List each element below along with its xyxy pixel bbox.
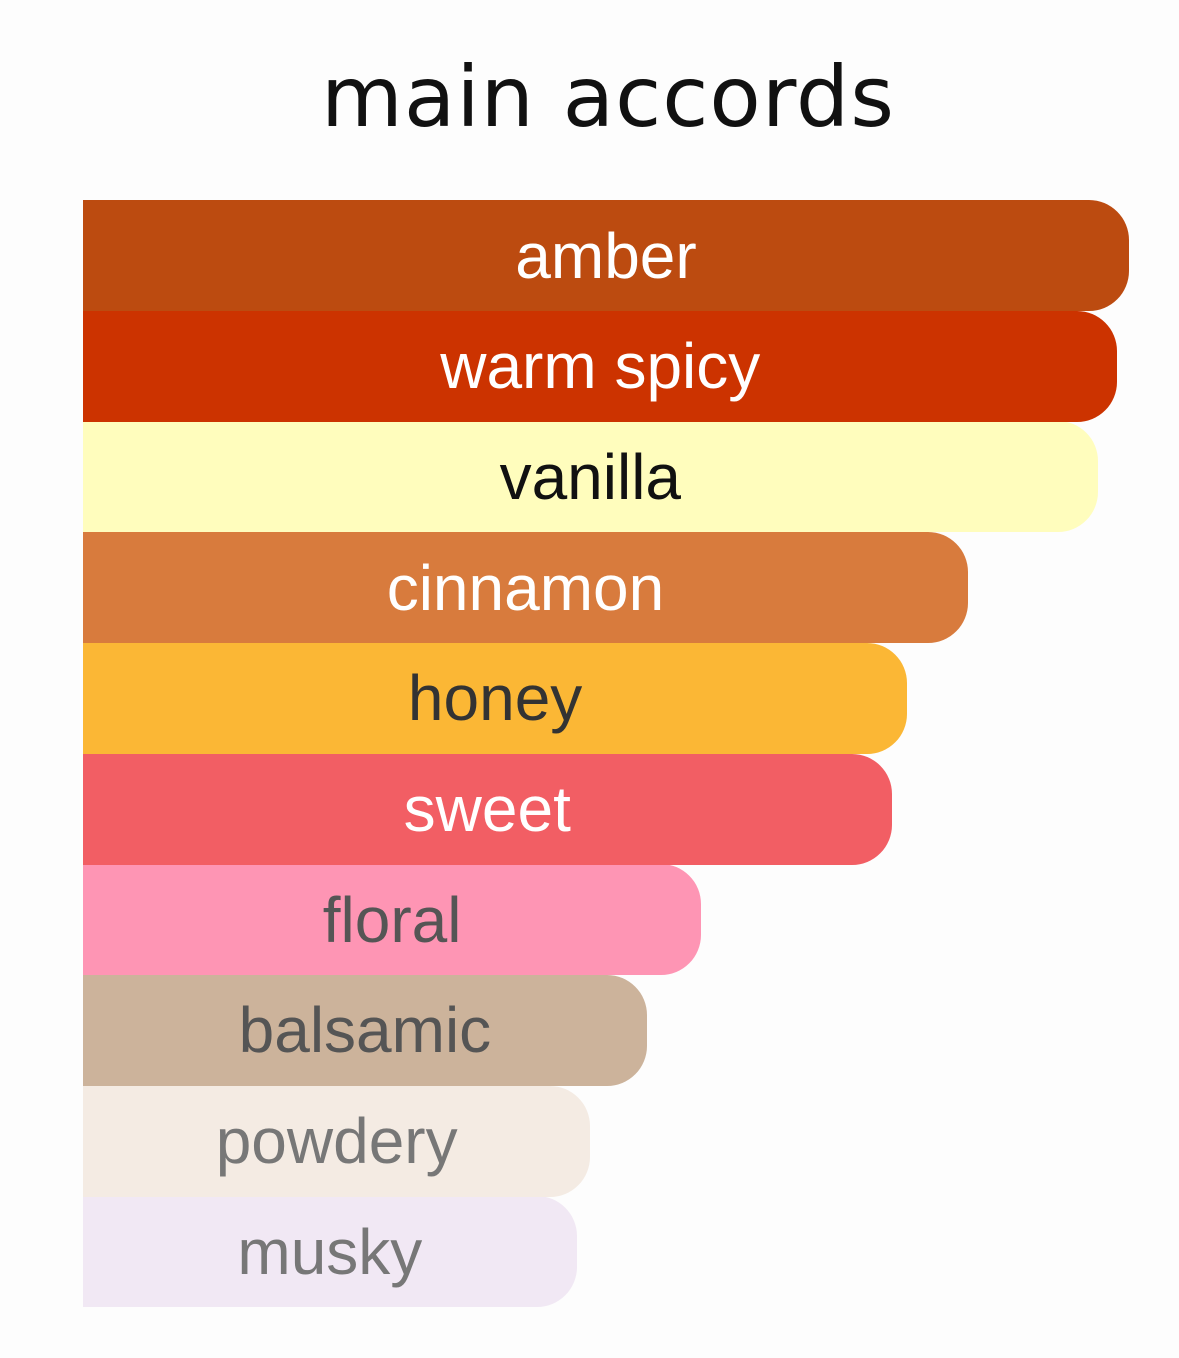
accord-bar-amber: amber: [83, 200, 1129, 311]
accord-bar-warm-spicy: warm spicy: [83, 310, 1118, 422]
chart-title: main accords: [321, 48, 895, 146]
accord-bar-floral: floral: [83, 864, 702, 976]
accord-label: amber: [515, 219, 697, 292]
accord-label: musky: [237, 1215, 423, 1288]
accord-bar-sweet: sweet: [83, 753, 892, 865]
accord-bar-balsamic: balsamic: [83, 974, 647, 1086]
accord-bar-powdery: powdery: [83, 1085, 591, 1197]
accord-label: sweet: [403, 773, 571, 845]
accord-label: cinnamon: [386, 551, 665, 624]
accord-label: powdery: [215, 1105, 458, 1178]
accord-bar-vanilla: vanilla: [83, 421, 1098, 533]
accord-label: floral: [322, 883, 462, 956]
accord-label: warm spicy: [440, 330, 761, 403]
accord-label: vanilla: [499, 440, 682, 513]
accord-bar-honey: honey: [83, 642, 908, 754]
accord-bar-cinnamon: cinnamon: [83, 532, 968, 644]
accord-label: honey: [407, 662, 583, 735]
accord-bar-musky: musky: [83, 1196, 577, 1308]
accord-label: balsamic: [238, 994, 492, 1067]
